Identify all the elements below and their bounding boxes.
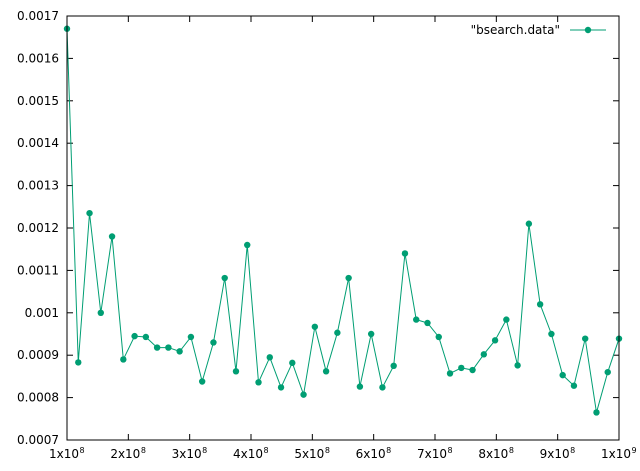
data-point [289,359,296,367]
x-tick-label: 1x10 [601,447,631,461]
legend-label: "bsearch.data" [471,23,560,37]
x-tick-label-exponent: 8 [570,446,575,455]
y-tick-label: 0.0011 [17,263,59,277]
y-axis-tick-labels: 0.0007 0.0008 0.0009 0.001 0.0011 0.0012 0.001… [17,9,59,447]
y-tick-label: 0.0013 [17,179,59,193]
x-tick-label: 5x10 [294,447,324,461]
data-point [232,368,240,375]
x-tick-label-exponent: 8 [386,446,391,455]
x-tick-label-exponent: 8 [325,446,330,455]
data-point [176,348,183,355]
data-point [379,384,386,391]
y-tick-label: 0.0015 [17,94,59,108]
data-point [401,250,409,257]
y-tick-label: 0.001 [25,306,59,320]
data-point [322,368,330,375]
data-point [97,309,104,316]
legend-point-swatch [584,26,592,34]
data-point [142,333,150,341]
data-point [300,391,307,398]
x-axis-tick-labels: 1x10 8 2x10 8 3x10 8 4x10 8 5x10 8 6x10 8 7x10 8 8x10 8… [49,446,637,461]
x-tick-label: 2x10 [110,447,140,461]
data-point [604,368,611,376]
data-point [458,364,465,372]
data-point [514,362,521,369]
x-tick-label: 9x10 [540,447,570,461]
data-point [367,330,375,338]
data-point [131,332,138,340]
data-point [446,370,454,377]
data-point [255,379,262,386]
y-tick-label: 0.0008 [17,391,59,405]
data-point [559,371,566,379]
x-tick-label: 1x10 [49,447,79,461]
data-point [469,366,476,374]
x-tick-label: 8x10 [478,447,508,461]
data-point [198,378,206,385]
data-point [593,409,600,416]
series-layer [63,25,623,416]
data-point [480,351,488,358]
x-tick-label: 4x10 [233,447,263,461]
legend: "bsearch.data" [471,23,606,37]
y-tick-label: 0.0016 [17,51,59,65]
plot-frame [66,15,620,441]
x-tick-label-exponent: 8 [509,446,514,455]
x-tick-label: 3x10 [172,447,202,461]
x-tick-label-exponent: 9 [632,446,637,455]
data-point [525,220,533,227]
data-point [221,274,228,282]
data-point [120,356,127,363]
axis-ticks [66,15,620,441]
x-tick-label-exponent: 8 [202,446,207,455]
x-tick-label-exponent: 8 [448,446,453,455]
data-point [244,241,251,249]
y-tick-label: 0.0014 [17,136,59,150]
data-point [75,359,82,366]
data-point [311,323,319,330]
x-tick-label-exponent: 8 [264,446,269,455]
data-point [356,383,364,390]
data-point [108,233,116,240]
data-point [424,319,431,327]
data-point [435,333,442,341]
data-point [582,335,589,342]
y-tick-label: 0.0007 [17,433,59,447]
y-tick-label: 0.0009 [17,348,59,362]
x-tick-label: 7x10 [417,447,447,461]
data-point [536,301,544,308]
data-point [390,362,397,369]
data-point [165,344,172,351]
data-point [491,337,499,344]
data-point [266,354,273,361]
data-point [503,316,510,323]
x-tick-label: 6x10 [356,447,386,461]
data-point [86,209,93,217]
data-point [277,384,285,391]
data-point [413,316,420,323]
data-point [548,330,555,338]
data-point [345,274,352,282]
series-line [66,28,620,413]
data-point [334,329,341,336]
x-tick-label-exponent: 8 [141,446,146,455]
data-point [210,339,217,346]
y-tick-label: 0.0017 [17,9,59,23]
data-point [153,344,161,351]
data-point [187,333,195,341]
y-tick-label: 0.0012 [17,221,59,235]
x-tick-label-exponent: 8 [80,446,85,455]
data-point [570,382,578,389]
